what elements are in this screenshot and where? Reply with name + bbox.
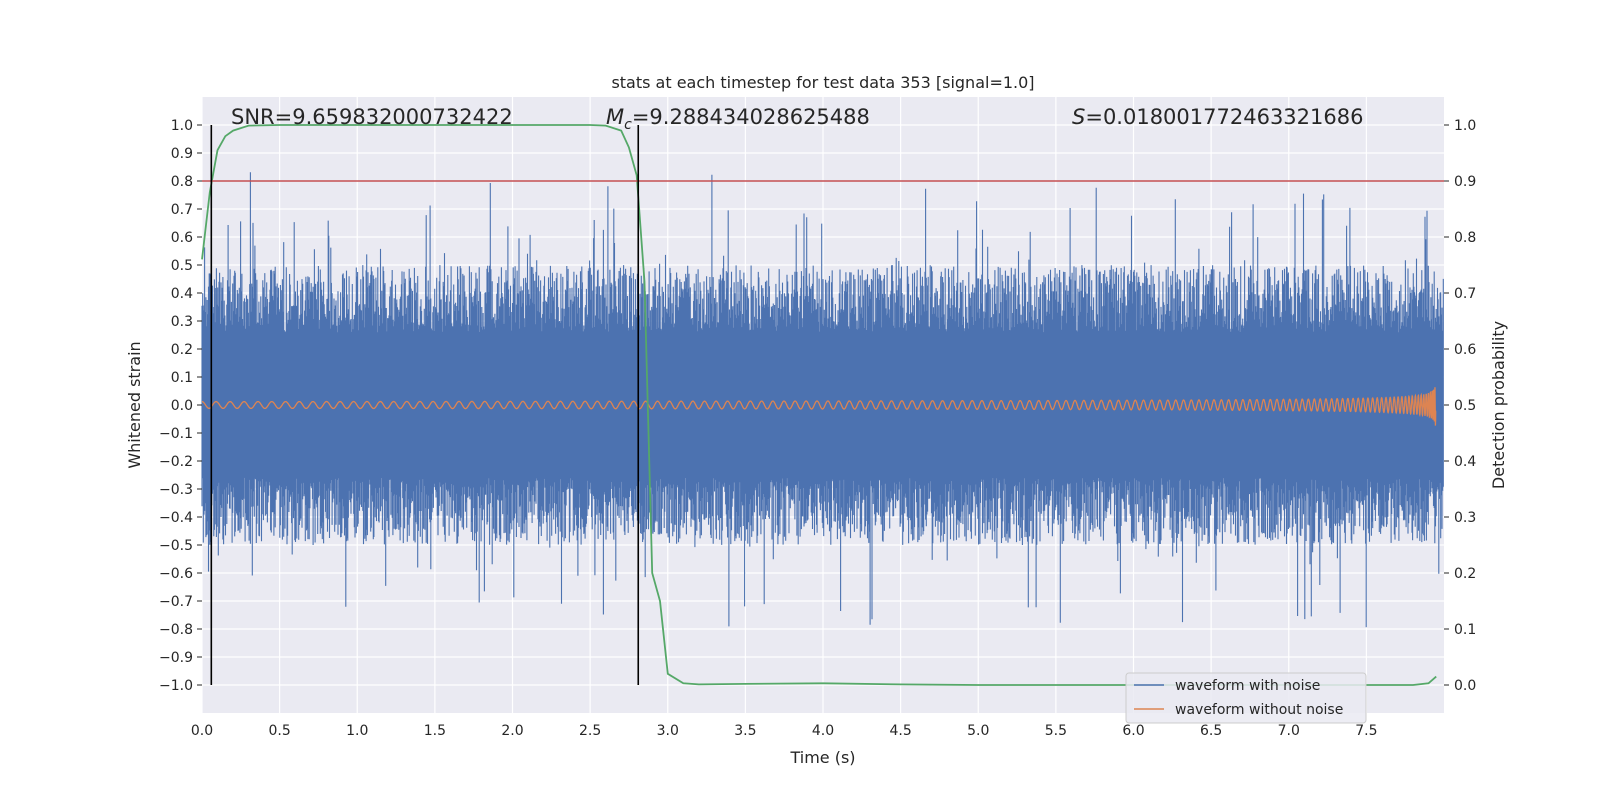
y-tick-label: −0.8 [159,622,193,638]
waveform-with-noise-line [201,172,1444,628]
y-tick-label: −0.1 [159,426,193,442]
legend: waveform with noise waveform without noi… [1125,672,1367,724]
y2-tick-label: 0.5 [1454,398,1476,414]
y-axis-ticks: 1.0 0.9 0.8 0.7 0.6 0.5 0.4 0.3 0.2 0.1 0.0 −0.1 −0.… [159,118,202,694]
y-tick-label: 0.5 [171,258,193,274]
chart-title: stats at each timestep for test data 353… [611,73,1034,92]
y-tick-label: −0.7 [159,594,193,610]
series-waveform-with-noise [201,172,1444,628]
y-tick-label: 1.0 [171,118,193,134]
y2-tick-label: 0.6 [1454,342,1476,358]
y-tick-label: 0.1 [171,370,193,386]
y-tick-label: −0.3 [159,482,193,498]
x-tick-label: 6.0 [1122,723,1144,739]
y-tick-label: 0.0 [171,398,193,414]
y-tick-label: −0.6 [159,566,193,582]
y2-axis-label: Detection probability [1489,321,1508,489]
annotation-mc-value: =9.288434028625488 [632,105,870,129]
y-axis-label: Whitened strain [125,341,144,468]
y-tick-label: −1.0 [159,678,193,694]
legend-label-clean: waveform without noise [1175,702,1343,718]
y2-axis-ticks: 1.0 0.9 0.8 0.7 0.6 0.5 0.4 0.3 0.2 0.1 0.0 [1444,118,1476,694]
annotation-snr: SNR=9.659832000732422 [231,105,513,129]
x-tick-label: 1.0 [346,723,368,739]
x-tick-label: 5.5 [1045,723,1067,739]
annotation-mc-subscript: c [624,117,632,133]
y-tick-label: 0.9 [171,146,193,162]
annotation-s-value: =0.018001772463321686 [1085,105,1363,129]
x-axis-label: Time (s) [789,748,855,767]
x-tick-label: 7.0 [1278,723,1300,739]
x-tick-label: 5.0 [967,723,989,739]
y-tick-label: 0.7 [171,202,193,218]
legend-box [1125,672,1367,724]
annotation-s: S=0.018001772463321686 [1072,105,1363,129]
x-tick-label: 4.5 [889,723,911,739]
vertical-markers [210,125,640,685]
y-tick-label: −0.4 [159,510,193,526]
y2-tick-label: 0.9 [1454,174,1476,190]
y2-tick-label: 0.0 [1454,678,1476,694]
y-tick-label: 0.6 [171,230,193,246]
y-tick-label: 0.3 [171,314,193,330]
y2-tick-label: 1.0 [1454,118,1476,134]
x-tick-label: 6.5 [1200,723,1222,739]
x-tick-label: 1.5 [424,723,446,739]
annotation-mc: Mc=9.288434028625488 [606,105,870,133]
y-tick-label: −0.2 [159,454,193,470]
x-tick-label: 3.5 [734,723,756,739]
annotation-s-symbol: S [1072,105,1085,129]
y2-tick-label: 0.1 [1454,622,1476,638]
x-tick-label: 4.0 [812,723,834,739]
waveform-without-noise-line [201,387,1437,426]
annotation-mc-symbol: M [606,105,624,129]
y2-tick-label: 0.4 [1454,454,1476,470]
x-tick-label: 2.5 [579,723,601,739]
y-tick-label: 0.2 [171,342,193,358]
y2-tick-label: 0.7 [1454,286,1476,302]
x-tick-label: 3.0 [657,723,679,739]
y2-tick-label: 0.8 [1454,230,1476,246]
x-tick-label: 0.0 [191,723,213,739]
y2-tick-label: 0.3 [1454,510,1476,526]
x-axis-ticks: 0.0 0.5 1.0 1.5 2.0 2.5 3.0 3.5 4.0 4.5 5.0 5.5 6.0 6… [191,723,1378,739]
x-tick-label: 2.0 [501,723,523,739]
series-waveform-without-noise [201,387,1437,426]
y-tick-label: 0.8 [171,174,193,190]
x-tick-label: 0.5 [268,723,290,739]
legend-label-noise: waveform with noise [1175,678,1320,694]
x-tick-label: 7.5 [1355,723,1377,739]
y2-tick-label: 0.2 [1454,566,1476,582]
y-tick-label: 0.4 [171,286,193,302]
y-tick-label: −0.5 [159,538,193,554]
y-tick-label: −0.9 [159,650,193,666]
